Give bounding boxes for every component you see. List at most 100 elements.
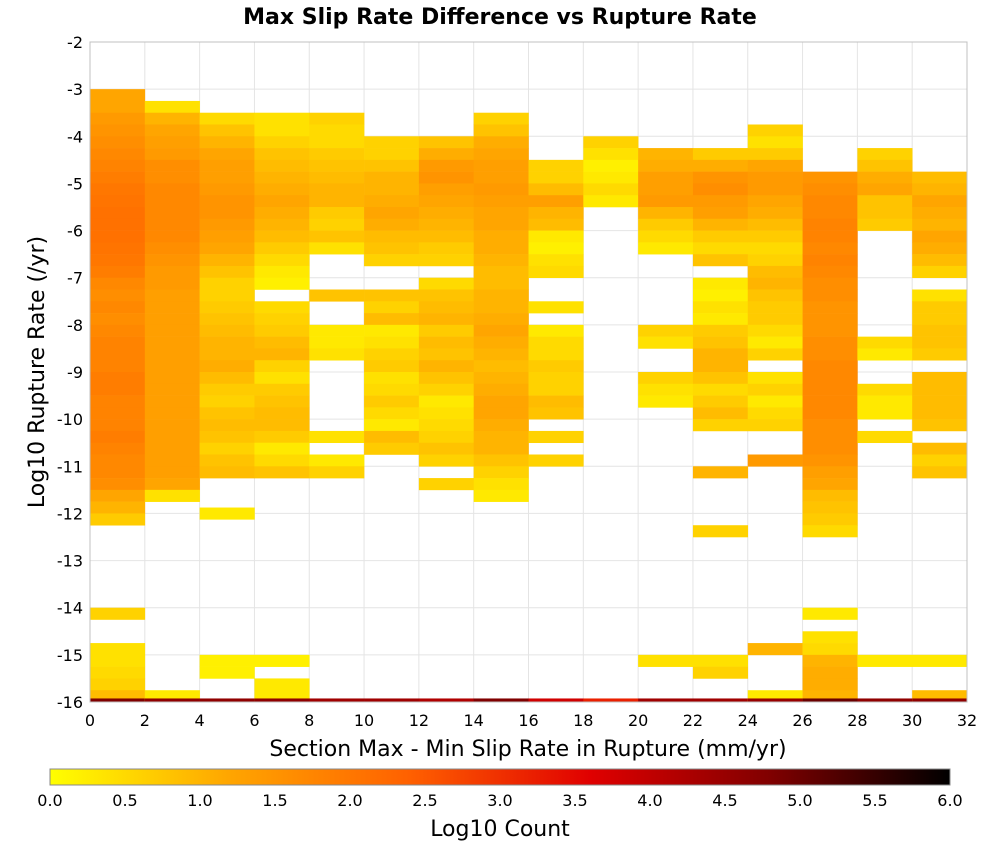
heatmap-cell xyxy=(254,136,310,149)
heatmap-cell xyxy=(309,112,365,125)
heatmap-cell xyxy=(802,171,858,184)
heatmap-cell xyxy=(309,698,365,703)
heatmap-cell xyxy=(747,698,803,703)
heatmap-cell xyxy=(199,348,255,361)
heatmap-cell xyxy=(199,230,255,243)
heatmap-cell xyxy=(254,148,310,161)
heatmap-cell xyxy=(364,159,420,172)
colorbar-tick-label: 6.0 xyxy=(937,791,962,810)
heatmap-cell xyxy=(912,230,968,243)
heatmap-cell xyxy=(418,218,474,231)
heatmap-cell xyxy=(583,183,639,196)
heatmap-cell xyxy=(199,183,255,196)
heatmap-cell xyxy=(90,218,146,231)
heatmap-cell xyxy=(144,383,200,396)
heatmap-cell xyxy=(418,289,474,302)
heatmap-cell xyxy=(418,454,474,467)
heatmap-cell xyxy=(747,313,803,326)
heatmap-cell xyxy=(692,148,749,161)
heatmap-cell xyxy=(473,218,529,231)
heatmap-cell xyxy=(364,218,420,231)
heatmap-cell xyxy=(254,348,310,361)
heatmap-cell xyxy=(583,195,639,208)
heatmap-cell xyxy=(912,466,968,479)
heatmap-cell xyxy=(199,195,255,208)
y-axis-label: Log10 Rupture Rate (/yr) xyxy=(25,236,50,508)
heatmap-cell xyxy=(199,654,255,667)
heatmap-cell xyxy=(364,348,420,361)
heatmap-cell xyxy=(473,183,529,196)
heatmap-cell xyxy=(254,171,310,184)
heatmap-cell xyxy=(418,419,474,432)
heatmap-cell xyxy=(802,489,858,502)
heatmap-cell xyxy=(912,698,968,703)
heatmap-cell xyxy=(857,383,913,396)
heatmap-cell xyxy=(364,419,420,432)
heatmap-cell xyxy=(199,442,255,455)
heatmap-cell xyxy=(309,430,365,444)
heatmap-cell xyxy=(254,324,310,337)
heatmap-cell xyxy=(747,124,803,137)
heatmap-cell xyxy=(583,148,639,161)
heatmap-cell xyxy=(199,419,255,432)
heatmap-cell xyxy=(473,254,529,267)
heatmap-cell xyxy=(364,148,420,161)
heatmap-cell xyxy=(254,678,310,691)
heatmap-cell xyxy=(254,195,310,208)
heatmap-cell xyxy=(802,195,858,208)
heatmap-cell xyxy=(473,372,529,385)
x-tick-label: 0 xyxy=(85,711,95,730)
colorbar-tick-label: 3.0 xyxy=(487,791,512,810)
heatmap-cell xyxy=(802,348,858,361)
heatmap-cell xyxy=(309,230,365,243)
heatmap-cell xyxy=(857,207,913,220)
heatmap-cell xyxy=(254,360,310,373)
heatmap-cell xyxy=(473,360,529,373)
colorbar-tick-label: 5.5 xyxy=(862,791,887,810)
heatmap-cell xyxy=(144,313,200,326)
heatmap-cell xyxy=(199,277,255,290)
heatmap-cell xyxy=(802,207,858,220)
heatmap-cell xyxy=(692,525,749,538)
colorbar xyxy=(49,768,951,786)
heatmap-cell xyxy=(692,666,749,679)
heatmap-cell xyxy=(254,277,310,290)
heatmap-cell xyxy=(90,195,146,208)
heatmap-cell xyxy=(90,698,146,703)
heatmap-cell xyxy=(473,698,529,703)
heatmap-cell xyxy=(638,383,694,396)
heatmap-cell xyxy=(692,230,749,243)
colorbar-tick-label: 3.5 xyxy=(562,791,587,810)
heatmap-cell xyxy=(802,666,858,679)
colorbar-tick-label: 0.0 xyxy=(37,791,62,810)
heatmap-cell xyxy=(199,313,255,326)
heatmap-cell xyxy=(199,466,255,479)
heatmap-cell xyxy=(802,265,858,279)
heatmap-cell xyxy=(912,383,968,396)
heatmap-cell xyxy=(199,265,255,279)
heatmap-cell xyxy=(747,159,803,172)
heatmap-cell xyxy=(912,183,968,196)
heatmap-cell xyxy=(418,195,474,208)
heatmap-cell xyxy=(857,148,913,161)
heatmap-cell xyxy=(90,159,146,172)
heatmap-cell xyxy=(90,466,146,479)
heatmap-cell xyxy=(802,324,858,337)
heatmap-cell xyxy=(199,148,255,161)
heatmap-cell xyxy=(638,395,694,408)
heatmap-cell xyxy=(473,489,529,502)
heatmap-cell xyxy=(90,148,146,161)
heatmap-cell xyxy=(90,254,146,267)
heatmap-cell xyxy=(473,313,529,326)
y-tick-label: -11 xyxy=(57,457,83,476)
heatmap-cell xyxy=(254,301,310,314)
heatmap-cell xyxy=(692,395,749,408)
heatmap-cell xyxy=(144,324,200,337)
heatmap-cell xyxy=(199,207,255,220)
heatmap-cell xyxy=(309,148,365,161)
x-tick-label: 10 xyxy=(354,711,374,730)
heatmap-cell xyxy=(473,336,529,349)
heatmap-cell xyxy=(473,301,529,314)
heatmap-cell xyxy=(802,242,858,255)
heatmap-cell xyxy=(857,654,913,667)
